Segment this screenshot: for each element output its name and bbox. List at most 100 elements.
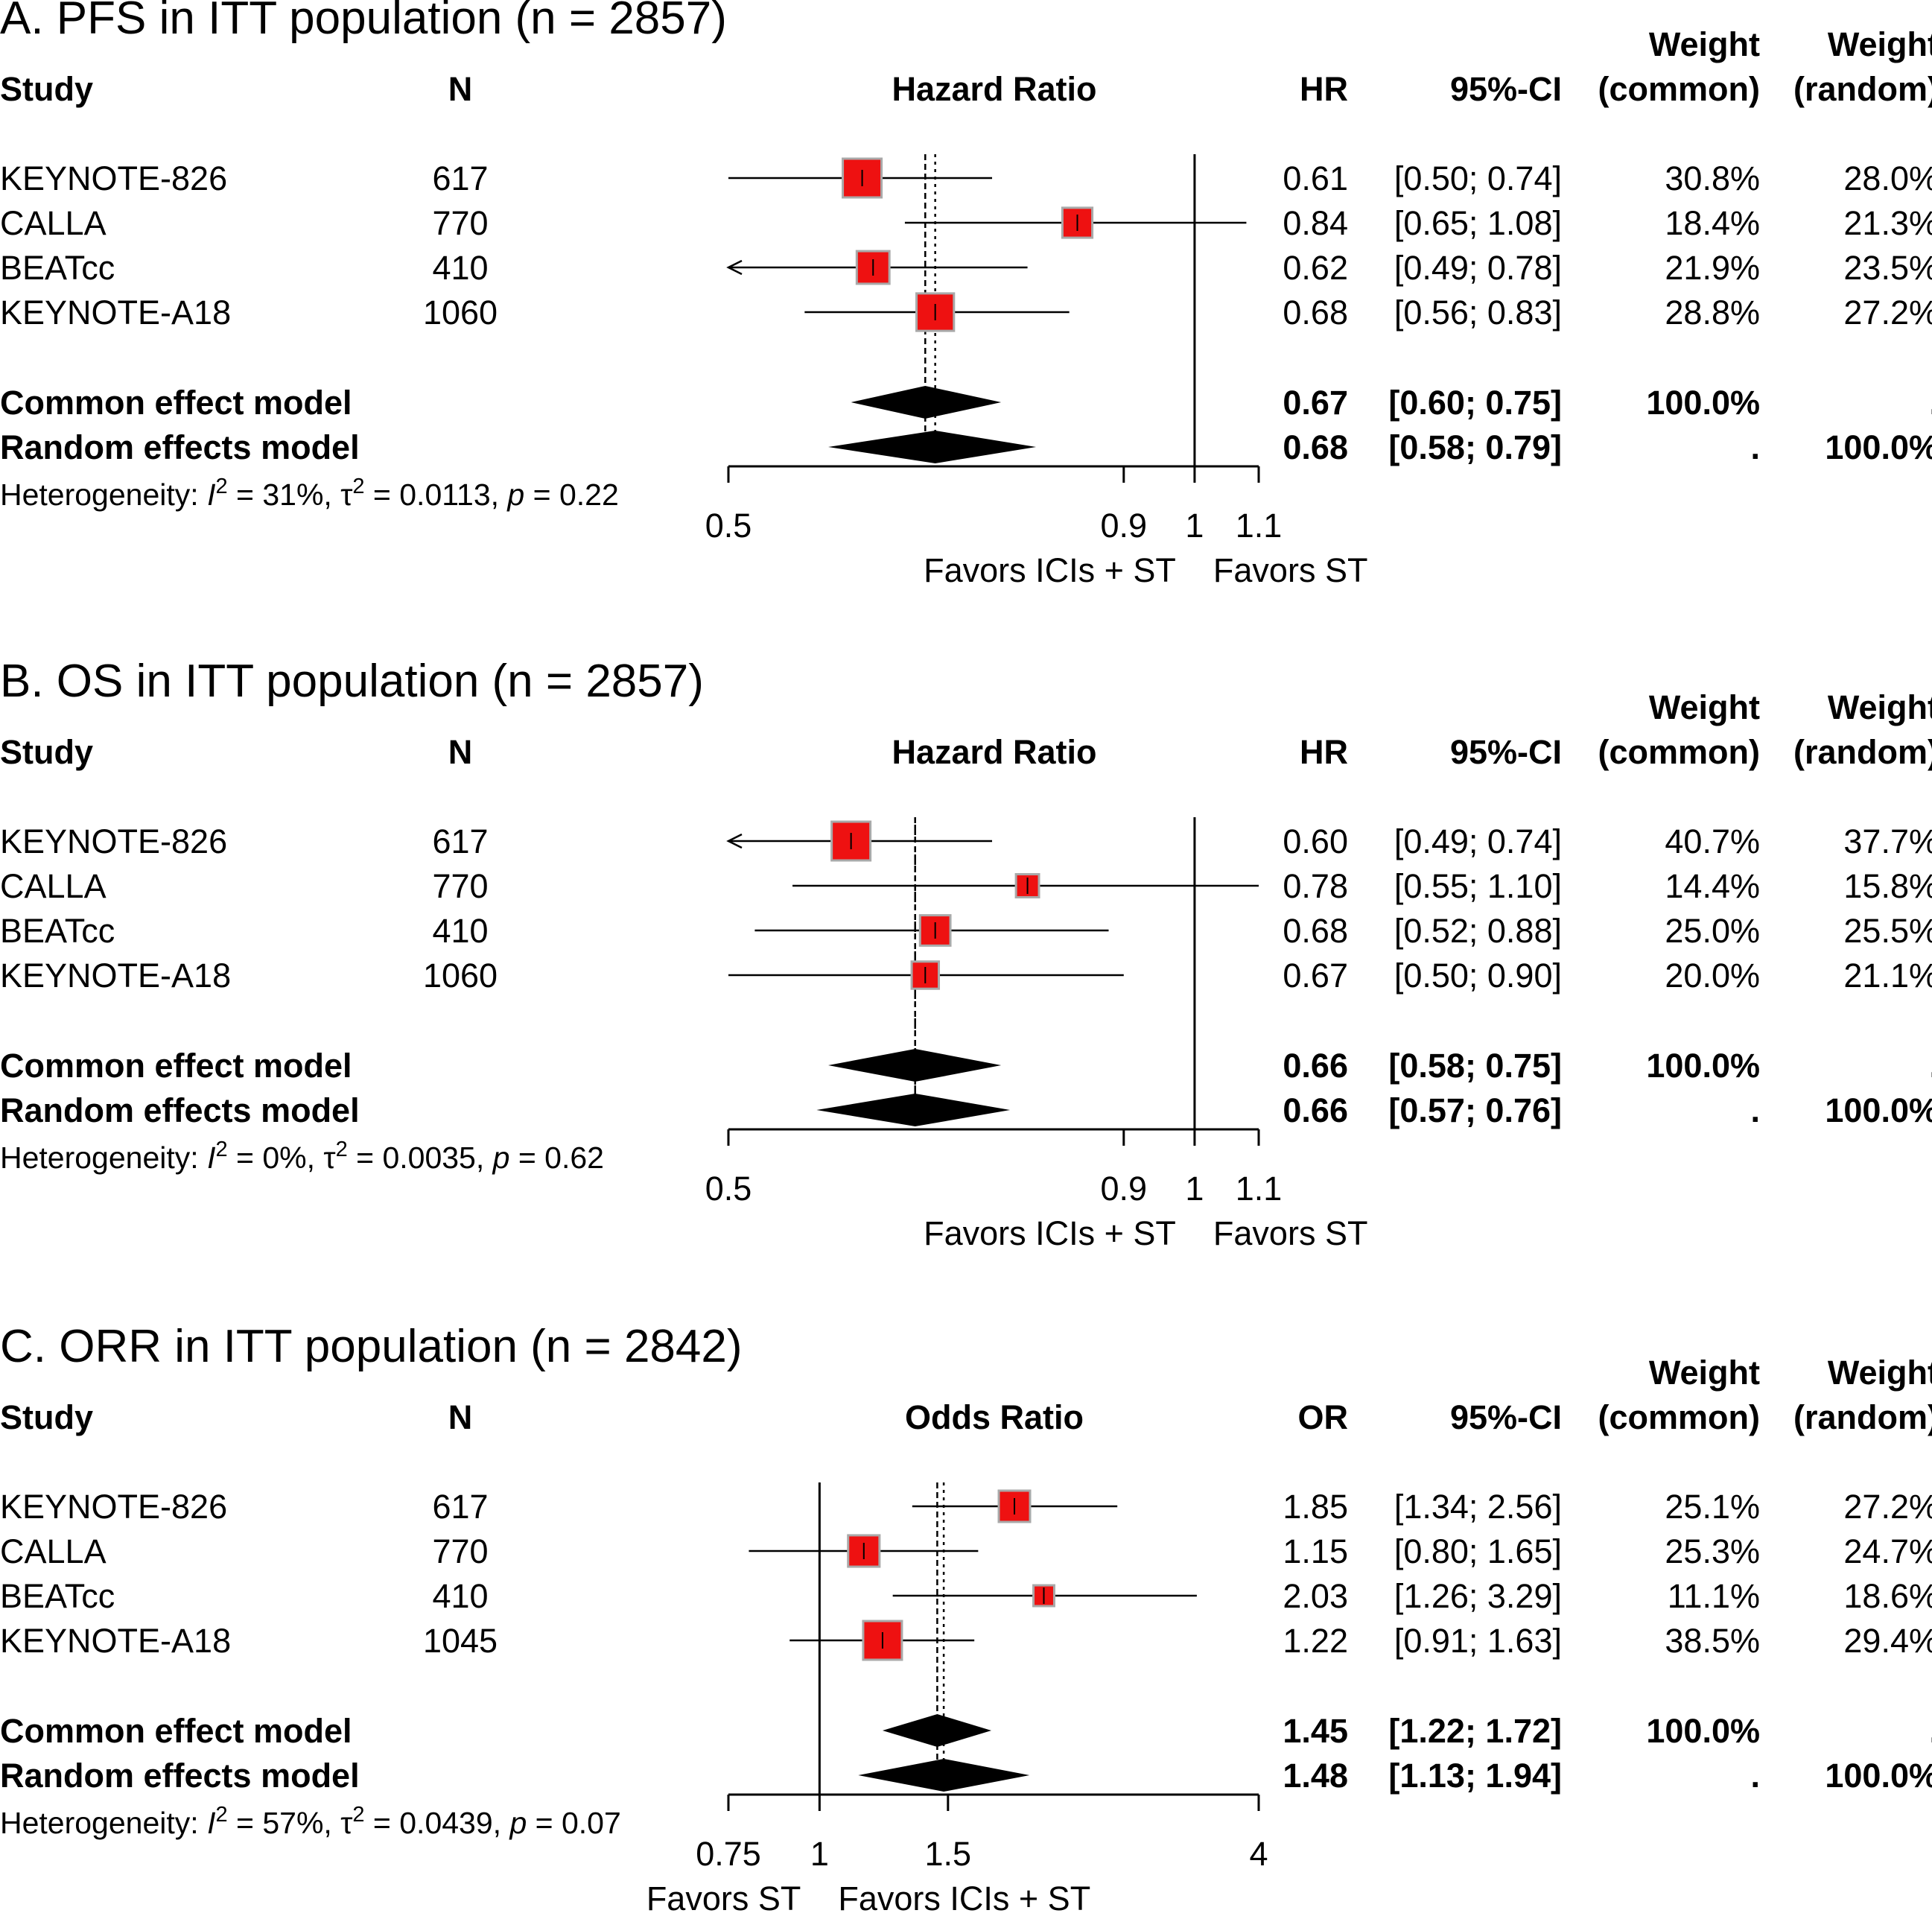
header-study: Study [0,1398,93,1436]
het-i2-symbol: I [207,1806,215,1840]
study-weight-common: 25.1% [1665,1488,1760,1526]
random-weight-random: 100.0% [1825,428,1932,466]
study-n: 410 [432,1577,488,1615]
common-effect-row: Common effect model 0.67 [0.60; 0.75] 100.0… [0,384,1932,422]
header-weight-random-top: Weight [1828,1354,1932,1392]
common-effect-diamond [828,1049,1002,1082]
common-weight-common: 100.0% [1646,1047,1760,1085]
study-row: BEATcc 410 0.68 [0.52; 0.88] 25.0% 25.5% [0,912,1932,950]
header-weight-random: (random) [1793,70,1932,108]
common-ci: [0.60; 0.75] [1388,384,1562,422]
study-name: KEYNOTE-826 [0,159,227,197]
het-i2-value: = 31%, [228,478,341,512]
het-tau-symbol: τ [340,1806,352,1840]
study-n: 617 [432,1488,488,1526]
forest-panel-2: B. OS in ITT population (n = 2857) Study N… [0,656,1932,1252]
x-tick-label: 0.5 [705,1170,752,1208]
header-measure: Hazard Ratio [892,733,1096,771]
study-effect: 0.67 [1283,957,1348,995]
x-tick-label: 0.9 [1101,507,1148,545]
x-tick-label: 4 [1249,1835,1268,1873]
study-name: KEYNOTE-826 [0,1488,227,1526]
common-model-label: Common effect model [0,1712,352,1750]
study-name: KEYNOTE-A18 [0,294,231,332]
x-tick-label: 0.5 [705,507,752,545]
het-i2-symbol: I [207,1141,215,1175]
random-effect: 0.68 [1283,428,1348,466]
study-effect: 2.03 [1283,1577,1348,1615]
panel-title: A. PFS in ITT population (n = 2857) [0,0,727,44]
study-weight-common: 14.4% [1665,867,1760,905]
het-i2-superscript: 2 [215,475,227,498]
study-ci: [0.49; 0.78] [1394,249,1562,287]
het-i2-value: = 57%, [228,1806,341,1840]
random-effect-diamond [828,431,1037,463]
het-tau-superscript: 2 [352,1803,364,1827]
study-row: BEATcc 410 0.62 [0.49; 0.78] 21.9% 23.5% [0,249,1932,287]
study-weight-common: 21.9% [1665,249,1760,287]
common-weight-random: . [1929,1712,1932,1750]
study-effect: 0.84 [1283,204,1348,242]
study-effect: 0.60 [1283,822,1348,860]
study-row: BEATcc 410 2.03 [1.26; 3.29] 11.1% 18.6% [0,1577,1932,1615]
het-i2-symbol: I [207,478,215,512]
study-weight-random: 24.7% [1843,1532,1932,1570]
study-name: KEYNOTE-A18 [0,1622,231,1660]
het-p-value: = 0.22 [524,478,619,512]
header-weight-random: (random) [1793,1398,1932,1436]
study-n: 1060 [423,294,498,332]
ci-arrow-left [726,259,743,276]
x-tick-label: 1 [1185,507,1204,545]
study-weight-common: 30.8% [1665,159,1760,197]
x-tick-label: 0.9 [1101,1170,1148,1208]
common-effect: 0.66 [1283,1047,1348,1085]
x-tick-label: 1 [1185,1170,1204,1208]
common-effect: 0.67 [1283,384,1348,422]
common-weight-random: . [1929,1047,1932,1085]
het-p-symbol: p [508,1806,527,1840]
study-row: KEYNOTE-826 617 1.85 [1.34; 2.56] 25.1% 27.2% [0,1488,1932,1526]
header-weight-common-top: Weight [1649,688,1760,726]
study-weight-random: 27.2% [1843,1488,1932,1526]
common-effect-row: Common effect model 1.45 [1.22; 1.72] 100.0… [0,1712,1932,1750]
study-ci: [0.80; 1.65] [1394,1532,1562,1570]
header-ci: 95%-CI [1450,733,1562,771]
header-n: N [448,70,473,108]
random-weight-common: . [1750,428,1760,466]
study-weight-common: 11.1% [1668,1577,1760,1615]
study-effect: 0.78 [1283,867,1348,905]
study-name: BEATcc [0,1577,115,1615]
header-weight-common-top: Weight [1649,25,1760,63]
het-p-value: = 0.62 [509,1141,604,1175]
header-ci: 95%-CI [1450,1398,1562,1436]
study-weight-common: 20.0% [1665,957,1760,995]
header-weight-random-top: Weight [1828,688,1932,726]
study-ci: [0.50; 0.74] [1394,159,1562,197]
study-weight-common: 25.3% [1665,1532,1760,1570]
random-weight-common: . [1750,1091,1760,1129]
heterogeneity-stats: Heterogeneity: I2 = 0%, τ2 = 0.0035, p =… [0,1138,604,1175]
study-n: 770 [432,1532,488,1570]
panel-title: B. OS in ITT population (n = 2857) [0,656,704,707]
header-measure: Odds Ratio [905,1398,1084,1436]
header-effect: HR [1300,70,1348,108]
header-weight-random-top: Weight [1828,25,1932,63]
study-weight-random: 28.0% [1843,159,1932,197]
study-effect: 0.68 [1283,294,1348,332]
het-tau-value: = 0.0439, [365,1806,510,1840]
common-effect-diamond [882,1714,992,1747]
study-ci: [0.49; 0.74] [1394,822,1562,860]
header-n: N [448,733,473,771]
random-weight-common: . [1750,1757,1760,1795]
panel-title: C. ORR in ITT population (n = 2842) [0,1321,743,1372]
study-ci: [0.91; 1.63] [1394,1622,1562,1660]
common-weight-common: 100.0% [1646,1712,1760,1750]
random-effect-row: Random effects model 1.48 [1.13; 1.94]. 100… [0,1757,1932,1795]
study-name: CALLA [0,867,107,905]
forest-panel-3: C. ORR in ITT population (n = 2842) Study… [0,1321,1932,1918]
study-n: 770 [432,204,488,242]
study-weight-random: 21.1% [1843,957,1932,995]
random-effect-diamond [858,1759,1030,1792]
study-weight-random: 18.6% [1843,1577,1932,1615]
